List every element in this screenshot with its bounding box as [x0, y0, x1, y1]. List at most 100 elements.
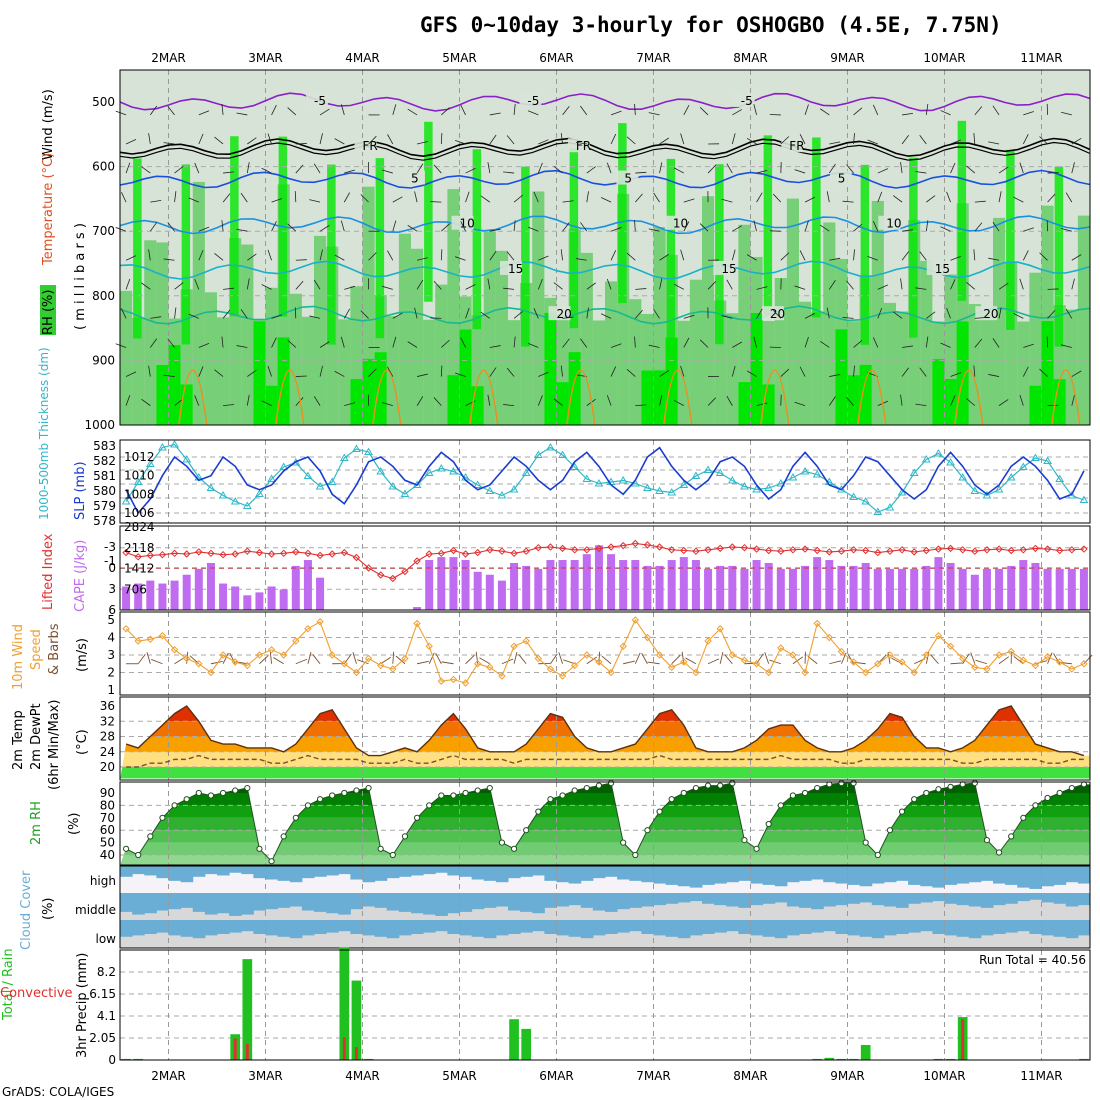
- thickness-marker: [521, 468, 531, 476]
- wind10-marker: [534, 654, 543, 663]
- wind10-barb: [998, 656, 1010, 665]
- wind-barb: [334, 138, 345, 145]
- cloud-cell: [1029, 866, 1042, 889]
- cape-bar: [691, 560, 700, 610]
- lifted-index-marker: [328, 550, 336, 558]
- cape-bar: [1007, 565, 1016, 610]
- cloud-cell: [641, 920, 654, 934]
- rh2m-marker: [911, 796, 918, 803]
- wind10-barb: [428, 652, 435, 664]
- cloud-cell: [993, 893, 1006, 906]
- rh-shade-mid: [483, 231, 496, 425]
- wind10-marker: [498, 672, 506, 680]
- cloud-cell: [738, 920, 751, 934]
- cloud-cell: [786, 920, 800, 936]
- rh-shade-column: [521, 166, 530, 347]
- wind10-barb: [210, 661, 223, 665]
- cloud-cell: [265, 893, 279, 910]
- date-label-bottom: 8MAR: [733, 1069, 768, 1083]
- cloud-cell: [762, 866, 776, 885]
- thickness-marker: [800, 467, 810, 475]
- cloud-cell: [156, 893, 169, 911]
- date-label-top: 4MAR: [345, 51, 380, 65]
- precip-total-bar: [509, 1019, 519, 1060]
- lifted-index-marker: [837, 547, 846, 555]
- wind-barb: [915, 287, 927, 290]
- rh-shade-high: [944, 379, 957, 425]
- lifted-index-marker: [716, 544, 724, 553]
- dewpt2m-line: [126, 754, 1084, 768]
- cloud-cell: [665, 893, 679, 904]
- cloud-cell: [471, 920, 485, 937]
- rh-shade-mid: [896, 311, 909, 425]
- thickness-marker: [655, 486, 664, 494]
- wind10-marker: [971, 663, 979, 671]
- date-label-top: 10MAR: [923, 51, 965, 65]
- cape-bar: [776, 568, 785, 610]
- thickness-tick: 578: [93, 514, 116, 528]
- cloud-cell: [192, 920, 206, 939]
- wind-barb: [198, 110, 210, 116]
- cloud-cell: [1017, 866, 1030, 888]
- rh2m-tick: 80: [100, 798, 115, 812]
- cape-bar: [485, 574, 494, 610]
- wind-barb: [974, 106, 983, 116]
- wind-barb: [819, 340, 830, 348]
- rh2m-marker: [450, 792, 457, 799]
- pressure-tick: 600: [92, 160, 115, 174]
- isotherm-line: [119, 305, 1091, 325]
- wind10-marker: [728, 651, 737, 659]
- wind10-marker: [934, 632, 943, 640]
- cape-bar: [885, 568, 894, 610]
- wind10-marker: [801, 668, 809, 677]
- rh-shade-high: [350, 379, 363, 425]
- wind-barb: [489, 367, 497, 377]
- wind-barb: [586, 307, 589, 319]
- rh-shade-high: [568, 352, 581, 425]
- cape-bar: [655, 565, 664, 610]
- wind-barb: [198, 342, 210, 348]
- wind-barb: [174, 307, 177, 319]
- wind-barb: [294, 191, 297, 203]
- cloud-row-label: middle: [75, 903, 116, 917]
- cloud-cell: [471, 893, 485, 910]
- wind-barb: [634, 220, 636, 232]
- thickness-marker: [182, 455, 192, 463]
- rh-shade-mid: [217, 317, 230, 425]
- wind-barb: [773, 193, 782, 203]
- wind-barb: [513, 336, 516, 348]
- contour-label: 20: [557, 307, 572, 321]
- lifted-tick: 0: [108, 561, 116, 575]
- cloud-cell: [338, 920, 351, 932]
- cloud-cell: [859, 920, 873, 937]
- wind-barb: [731, 365, 736, 377]
- cape-bar: [825, 560, 834, 610]
- cloud-cell: [459, 866, 473, 877]
- wind-barb: [440, 365, 443, 377]
- wind-barb: [780, 252, 790, 261]
- thickness-marker: [133, 477, 143, 485]
- lifted-index-marker: [243, 547, 252, 555]
- cape-bar: [764, 562, 773, 610]
- rh-shade-high: [847, 375, 860, 425]
- lifted-index-marker: [958, 546, 967, 554]
- wind10-marker: [255, 651, 264, 659]
- wind-barb: [829, 141, 841, 145]
- wind-barb: [992, 338, 1000, 348]
- cape-bar: [231, 586, 240, 610]
- rh-shade-column: [327, 164, 336, 345]
- wind10-barb: [623, 660, 635, 665]
- wind-barb: [610, 227, 622, 232]
- wind10-barb: [550, 653, 558, 665]
- thickness-marker: [727, 476, 737, 484]
- rh2m-marker: [510, 845, 518, 852]
- wind-barb: [221, 103, 224, 115]
- wind-barb: [503, 404, 515, 407]
- cloud-cell: [1005, 920, 1018, 933]
- lifted-index-marker: [316, 551, 324, 560]
- cloud-cell: [168, 893, 182, 910]
- rh2m-marker: [765, 820, 772, 828]
- wind-barb: [950, 255, 961, 261]
- wind-barb: [407, 108, 418, 116]
- precip-total-bar: [121, 1058, 131, 1060]
